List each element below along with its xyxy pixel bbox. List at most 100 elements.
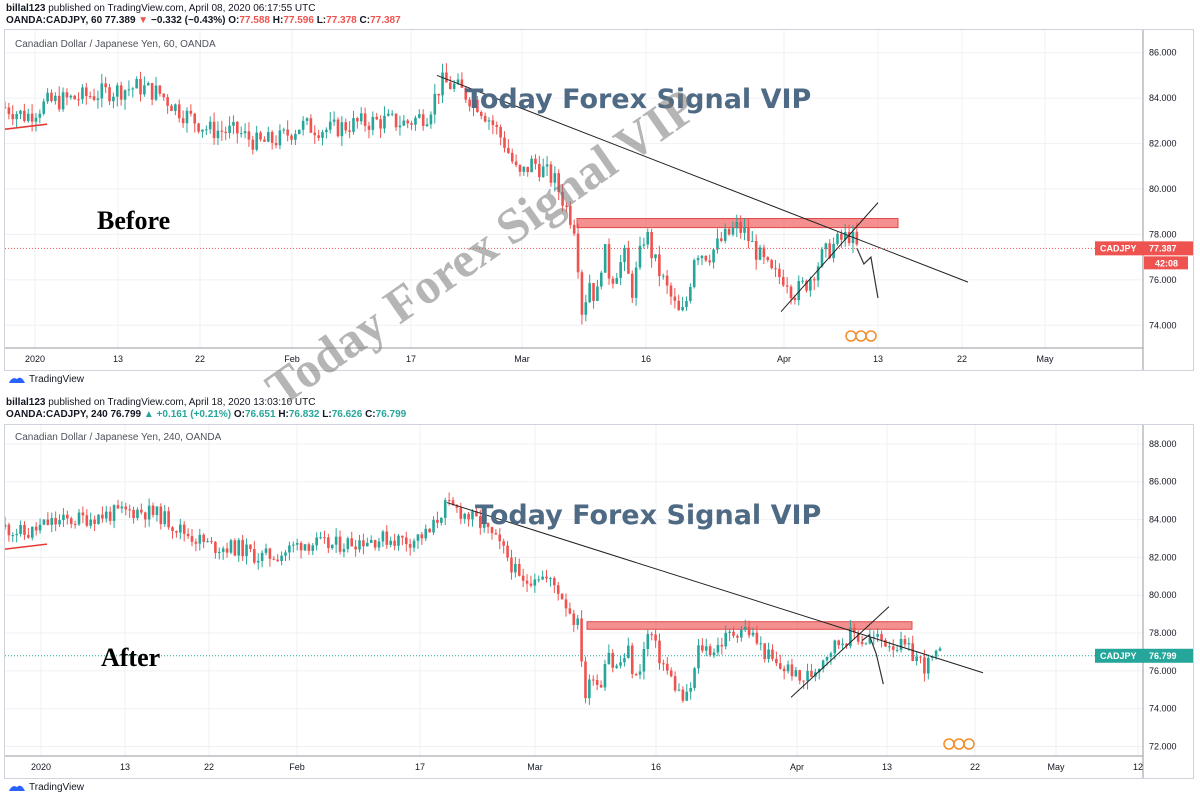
candle-body — [673, 296, 677, 301]
candle-body — [440, 517, 443, 523]
candle-body — [81, 512, 85, 516]
candle-body — [816, 266, 820, 281]
candle-body — [518, 165, 522, 172]
candle-body — [762, 247, 766, 258]
x-tick-label: 13 — [882, 762, 892, 772]
candle-body — [797, 281, 801, 301]
x-tick-label: 22 — [195, 354, 205, 364]
candle-body — [88, 96, 92, 98]
candle-body — [7, 524, 11, 536]
chart-svg[interactable]: 74.000 76.000 78.000 80.000 82.000 84.000 86.0… — [5, 30, 1193, 370]
candle-body — [538, 163, 541, 178]
candle-body — [5, 524, 7, 528]
candle-body — [11, 114, 15, 120]
candle-body — [401, 535, 404, 538]
candle-body — [455, 505, 459, 508]
ohlc-change: −0.332 (−0.43%) — [150, 15, 226, 26]
candle-body — [463, 513, 467, 519]
candle-body — [619, 262, 622, 278]
publisher-name[interactable]: billal123 — [6, 3, 46, 14]
chart-area[interactable]: 74.000 76.000 78.000 80.000 82.000 84.000 86.0… — [4, 29, 1194, 371]
candle-body — [233, 540, 237, 556]
candle-body — [69, 518, 73, 524]
candle-body — [735, 221, 739, 229]
candle-body — [216, 130, 220, 139]
candle-body — [681, 689, 685, 701]
candle-body — [599, 684, 603, 688]
tradingview-brand[interactable]: TradingView — [8, 374, 84, 385]
candle-body — [259, 132, 262, 140]
candle-body — [654, 254, 657, 259]
candle-body — [790, 664, 794, 677]
candle-body — [190, 536, 194, 542]
ohlc-line: OANDA:CADJPY, 60 77.389 ▼ −0.332 (−0.43%… — [6, 15, 401, 26]
ohlc-low: 76.626 — [331, 409, 363, 420]
candle-body — [700, 255, 704, 259]
tradingview-logo-icon — [9, 785, 25, 791]
drawing-red-segment — [5, 543, 48, 550]
candle-body — [445, 72, 448, 83]
candle-body — [521, 575, 525, 581]
x-tick-label: 22 — [970, 762, 980, 772]
candle-body — [143, 85, 146, 95]
candle-body — [208, 121, 212, 130]
chart-svg[interactable]: 72.000 74.000 76.000 78.000 80.000 82.000 84.0… — [5, 425, 1193, 778]
chart-area[interactable]: 72.000 74.000 76.000 78.000 80.000 82.000 84.0… — [4, 424, 1194, 779]
candle-body — [448, 82, 452, 89]
candle-body — [646, 231, 650, 245]
candle-body — [833, 640, 837, 654]
candle-body — [202, 534, 205, 542]
candle-body — [177, 104, 181, 119]
support-line — [790, 606, 890, 698]
x-tick-label: Mar — [527, 762, 543, 772]
candle-body — [584, 661, 587, 699]
candle-body — [228, 125, 231, 134]
candle-body — [820, 249, 824, 267]
candle-body — [642, 244, 646, 246]
ohlc-close: 76.799 — [375, 409, 407, 420]
candle-body — [15, 534, 18, 536]
candle-body — [720, 644, 724, 647]
panel-before: billal123 published on TradingView.com, … — [0, 0, 1200, 392]
candle-body — [358, 540, 361, 550]
candle-body — [317, 135, 320, 138]
candle-body — [778, 663, 782, 669]
price-tag-price: 77.387 — [1149, 243, 1177, 253]
candle-body — [677, 689, 681, 691]
candle-body — [66, 514, 69, 519]
candle-body — [723, 228, 727, 241]
candle-body — [755, 632, 759, 644]
candle-body — [319, 537, 322, 539]
candle-body — [638, 671, 642, 675]
candle-body — [855, 231, 859, 245]
ohlc-arrow-down-icon: ▼ — [138, 15, 149, 26]
candle-body — [50, 518, 54, 525]
candle-body — [389, 540, 392, 545]
candle-body — [611, 278, 615, 284]
candle-body — [665, 663, 669, 671]
candle-body — [468, 99, 471, 107]
tradingview-brand[interactable]: TradingView — [8, 782, 84, 793]
candle-body — [793, 298, 797, 301]
candle-body — [193, 113, 197, 124]
candle-body — [743, 627, 747, 630]
candle-body — [119, 85, 123, 100]
candle-body — [394, 113, 398, 128]
candle-body — [689, 688, 692, 692]
projection-path — [861, 633, 884, 685]
candle-body — [911, 643, 915, 661]
publisher-name[interactable]: billal123 — [6, 397, 46, 408]
candle-body — [781, 277, 785, 286]
candle-body — [429, 114, 433, 125]
ohlc-low: 77.378 — [326, 15, 357, 26]
event-marker-icon — [963, 738, 975, 750]
candle-body — [151, 505, 155, 516]
support-line — [780, 202, 879, 312]
candle-body — [236, 121, 239, 134]
event-marker-icon — [855, 330, 867, 342]
x-tick-label: 17 — [415, 762, 425, 772]
candle-body — [809, 279, 812, 291]
candle-body — [189, 110, 193, 114]
candle-body — [375, 116, 379, 120]
candle-body — [843, 231, 847, 240]
